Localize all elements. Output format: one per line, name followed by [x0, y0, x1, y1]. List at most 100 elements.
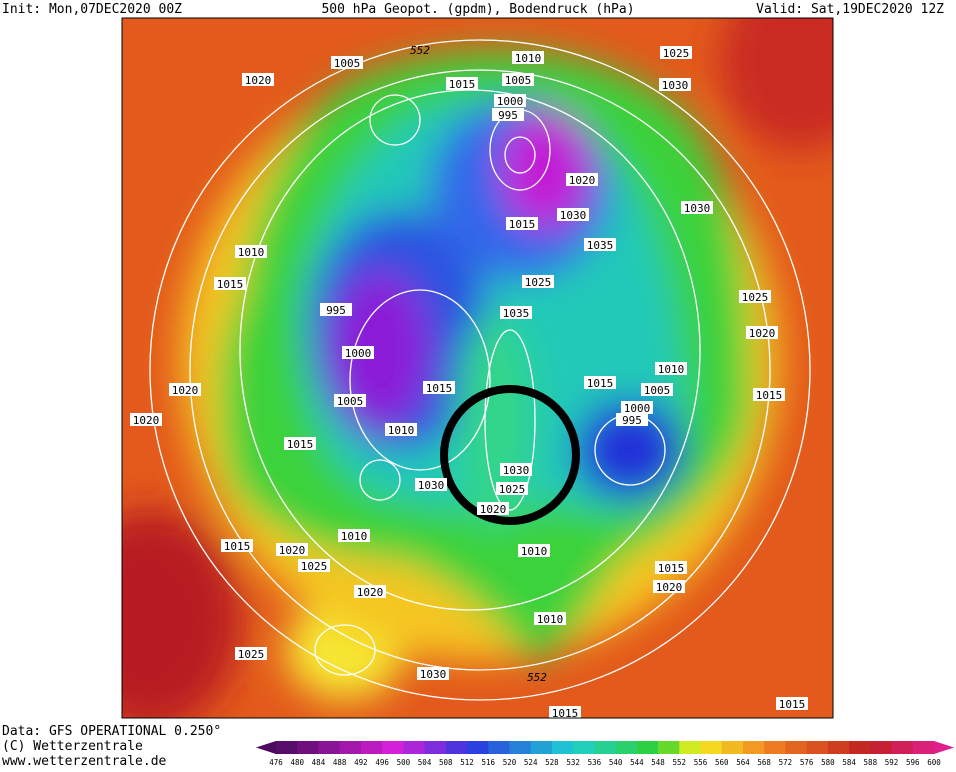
- colorbar-cell: [551, 741, 574, 754]
- isobar-label: 1030: [420, 668, 447, 681]
- label-box: [518, 544, 550, 557]
- colorbar-cell: [891, 741, 914, 754]
- label-box: [500, 463, 532, 476]
- isobar-label: 1025: [499, 483, 526, 496]
- isobar-label: 1020: [133, 414, 160, 427]
- isobar-label: 552: [410, 44, 430, 57]
- label-box: [477, 502, 509, 515]
- isobar-label: 1020: [357, 586, 384, 599]
- website: www.wetterzentrale.de: [2, 754, 167, 768]
- isobar-label: 1015: [449, 78, 476, 91]
- colorbar-cell: [870, 741, 893, 754]
- isobar-label: 1035: [503, 307, 530, 320]
- isobar-label: 1025: [742, 291, 769, 304]
- colorbar-label: 560: [715, 758, 729, 767]
- label-box: [417, 667, 449, 680]
- label-box: [334, 394, 366, 407]
- colorbar-cell: [764, 741, 786, 754]
- label-box: [415, 478, 447, 491]
- colorbar-cell: [297, 741, 319, 754]
- isobar-label: 1015: [587, 377, 614, 390]
- label-box: [616, 413, 648, 426]
- highlight-circle: [440, 385, 580, 525]
- label-box: [746, 326, 778, 339]
- colorbar-label: 556: [694, 758, 708, 767]
- isobar-label: 1025: [525, 276, 552, 289]
- colorbar-cell: [594, 741, 617, 754]
- label-box: [320, 303, 352, 316]
- isobar-label: 1030: [560, 209, 587, 222]
- colorbar-label: 512: [460, 758, 474, 767]
- isobar-label: 1010: [238, 246, 265, 259]
- label-box: [584, 376, 616, 389]
- isobar-label: 1015: [552, 707, 579, 720]
- isobar-label: 995: [498, 109, 518, 122]
- isobar-label: 552: [527, 671, 547, 684]
- colorbar-cell: [785, 741, 808, 754]
- isobar-label: 1005: [334, 57, 361, 70]
- colorbar-label: 552: [673, 758, 687, 767]
- isobar-label: 1020: [279, 544, 306, 557]
- label-box: [506, 217, 538, 230]
- colorbar-label: 600: [927, 758, 941, 767]
- isobar-label: 1005: [505, 74, 532, 87]
- colorbar-label: 572: [779, 758, 793, 767]
- isobar-label: 1015: [217, 278, 244, 291]
- isobar-label: 1015: [756, 389, 783, 402]
- label-box: [284, 437, 316, 450]
- colorbar-label: 548: [651, 758, 665, 767]
- isobar-label: 1000: [624, 402, 651, 415]
- label-box: [276, 543, 308, 556]
- label-box: [169, 383, 201, 396]
- colorbar-label: 588: [864, 758, 878, 767]
- isobar-label: 1025: [663, 47, 690, 60]
- valid-label: Valid: Sat,19DEC2020 12Z: [756, 2, 944, 17]
- label-box: [753, 388, 785, 401]
- label-box: [534, 612, 566, 625]
- colorbar-cell: [509, 741, 532, 754]
- colorbar-cell: [339, 741, 362, 754]
- isobar-label: 1020: [172, 384, 199, 397]
- label-box: [641, 383, 673, 396]
- label-box: [566, 173, 598, 186]
- label-box: [342, 346, 374, 359]
- isobar-label: 1010: [537, 613, 564, 626]
- colorbar-label: 568: [757, 758, 771, 767]
- colorbar-label: 508: [439, 758, 453, 767]
- colorbar-label: 504: [418, 758, 432, 767]
- colorbar-cell: [382, 741, 404, 754]
- colorbar-label: 516: [481, 758, 495, 767]
- isobar-label: 1020: [569, 174, 596, 187]
- isobar-label: 1015: [509, 218, 536, 231]
- label-box: [242, 73, 274, 86]
- colorbar-cell: [530, 741, 553, 754]
- label-box: [621, 401, 653, 414]
- colorbar-cell: [912, 741, 935, 754]
- isobar-label: 1015: [779, 698, 806, 711]
- colorbar-label: 584: [842, 758, 856, 767]
- colorbar-label: 540: [609, 758, 623, 767]
- colorbar-label: 520: [503, 758, 517, 767]
- label-box: [584, 238, 616, 251]
- colorbar-cell: [318, 741, 341, 754]
- colorbar-end: [256, 741, 276, 754]
- label-box: [659, 78, 691, 91]
- colorbar-label: 532: [566, 758, 580, 767]
- isobar-label: 1010: [658, 363, 685, 376]
- data-source: Data: GFS OPERATIONAL 0.250°: [2, 724, 221, 739]
- colorbar-cell: [445, 741, 468, 754]
- colorbar-cell: [679, 741, 702, 754]
- isobar-label: 1010: [388, 424, 415, 437]
- isobar-label: 1005: [644, 384, 671, 397]
- map-title: 500 hPa Geopot. (gpdm), Bodendruck (hPa): [321, 2, 634, 17]
- colorbar-label: 596: [906, 758, 920, 767]
- colorbar-label: 544: [630, 758, 644, 767]
- label-box: [739, 290, 771, 303]
- label-box: [494, 94, 526, 107]
- label-box: [776, 697, 808, 710]
- colorbar-cell: [360, 741, 383, 754]
- colorbar-label: 492: [354, 758, 368, 767]
- isobar-label: 1025: [238, 648, 265, 661]
- isobar-label: 1015: [287, 438, 314, 451]
- isobar-label: 1020: [245, 74, 272, 87]
